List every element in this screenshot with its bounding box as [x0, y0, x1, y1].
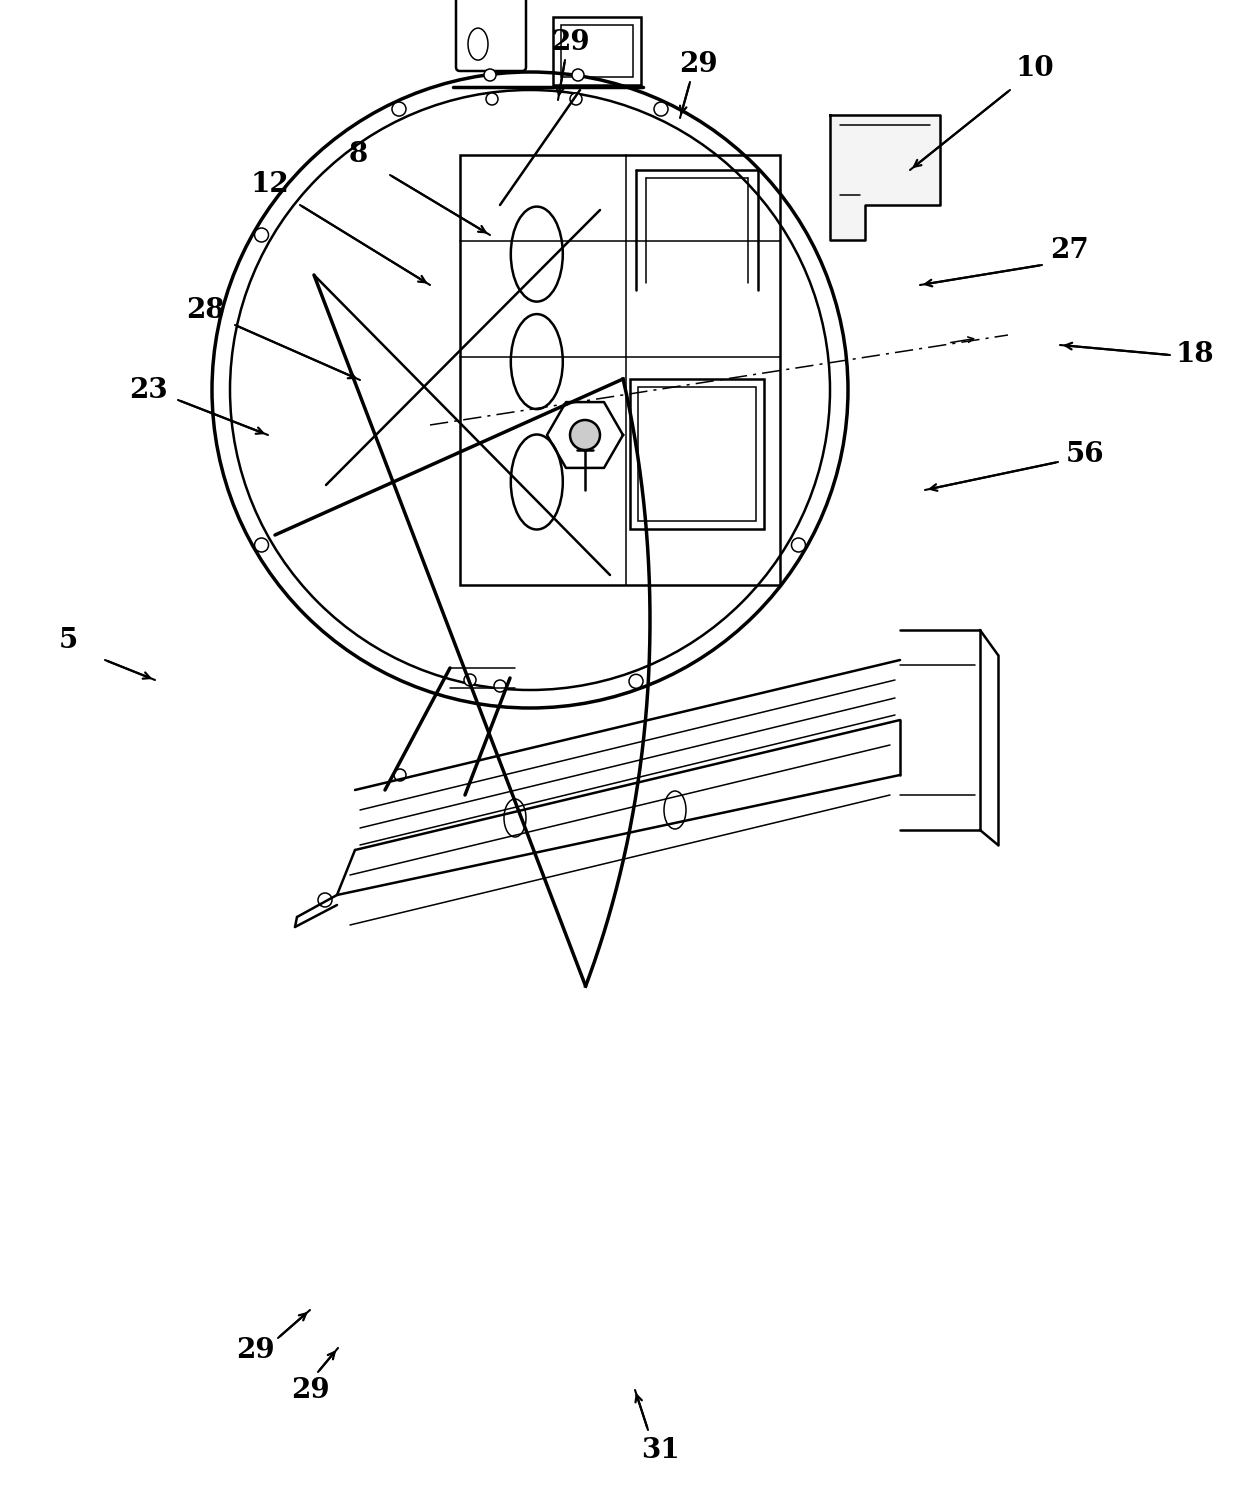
Circle shape [392, 103, 405, 116]
Text: 8: 8 [348, 142, 367, 169]
Polygon shape [830, 115, 940, 240]
Bar [553, 17, 641, 85]
Circle shape [394, 770, 405, 782]
Text: 27: 27 [1050, 237, 1090, 264]
Circle shape [254, 539, 269, 552]
Text: 12: 12 [250, 172, 289, 199]
Circle shape [791, 539, 806, 552]
Text: 29: 29 [551, 29, 589, 56]
Circle shape [572, 69, 584, 81]
Bar [460, 155, 780, 585]
Text: 31: 31 [641, 1437, 680, 1464]
Bar [637, 386, 756, 521]
Circle shape [254, 228, 269, 241]
Circle shape [570, 420, 600, 450]
Circle shape [570, 94, 582, 106]
Text: 29: 29 [678, 51, 717, 78]
Text: 18: 18 [1176, 341, 1214, 368]
Text: 23: 23 [129, 377, 167, 403]
Circle shape [484, 69, 496, 81]
Circle shape [653, 103, 668, 116]
Text: 10: 10 [1016, 54, 1054, 81]
Circle shape [464, 675, 476, 687]
Circle shape [494, 681, 506, 693]
Circle shape [317, 893, 332, 907]
Text: 56: 56 [1065, 442, 1105, 468]
Text: 29: 29 [236, 1337, 274, 1364]
Bar [630, 379, 764, 530]
Circle shape [486, 94, 498, 106]
Bar [560, 26, 632, 77]
Text: 5: 5 [58, 626, 78, 653]
Circle shape [629, 675, 644, 688]
Text: 29: 29 [290, 1376, 330, 1403]
Text: 28: 28 [186, 296, 224, 323]
